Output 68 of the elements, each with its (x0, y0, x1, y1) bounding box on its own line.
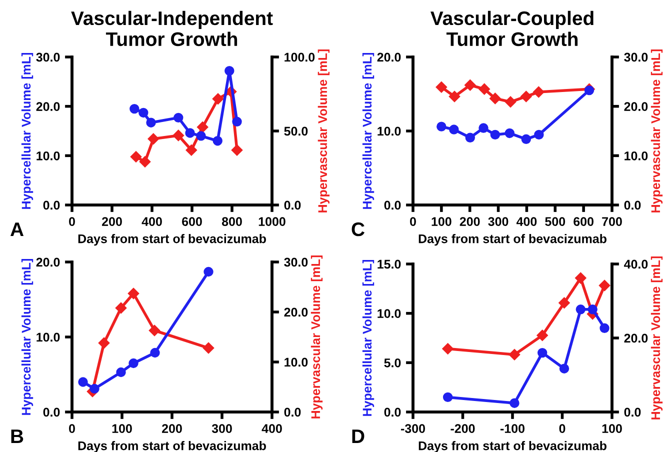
y2-tick-label: 0.0 (624, 408, 641, 417)
x-tick-label: 800 (222, 217, 242, 226)
x-tick-label: 0 (69, 217, 75, 226)
y-tick-label: 0.0 (384, 408, 401, 417)
text: C (352, 222, 365, 236)
y-axis-title: Hypercellular Volume [mL] (21, 52, 34, 209)
y2-tick-label: 30.0 (624, 52, 648, 62)
y-tick-label: 20.0 (36, 102, 60, 111)
y-tick-label: 20.0 (36, 258, 60, 267)
y2-tick-label: 100.0 (284, 52, 315, 62)
y2-tick-label: 20.0 (624, 102, 648, 111)
text: A (10, 222, 24, 236)
y2-axis-title: Hypervascular Volume [mL] (650, 49, 663, 212)
y2-tick-label: 0.0 (284, 200, 301, 210)
y2-tick-label: 10.0 (284, 358, 308, 367)
y2-tick-label: 30.0 (284, 258, 308, 267)
x-tick-label: 0 (410, 217, 416, 226)
y2-axis-title: Hypervascular Volume [mL] (310, 255, 323, 418)
x-tick-label: 400 (516, 217, 537, 226)
x-tick-label: -100 (500, 424, 524, 433)
text: B (11, 430, 24, 443)
x-tick-label: 300 (212, 424, 232, 434)
y-tick-label: 5.0 (384, 358, 401, 368)
y-tick-label: 10.0 (378, 126, 401, 136)
y-tick-label: 10.0 (36, 151, 60, 160)
x-tick-label: 500 (545, 217, 566, 226)
x-tick-label: 600 (182, 217, 202, 226)
x-tick-label: 200 (162, 424, 182, 433)
x-tick-label: 1000 (258, 217, 286, 226)
x-tick-label: -200 (450, 424, 475, 433)
x-tick-label: 100 (432, 217, 452, 226)
x-tick-label: 100 (112, 424, 132, 433)
x-tick-label: 700 (602, 217, 622, 226)
x-tick-label: -300 (400, 424, 425, 434)
x-tick-label: 200 (102, 217, 122, 226)
x-tick-label: 100 (602, 424, 622, 433)
y-axis-title: Hypercellular Volume [mL] (362, 260, 374, 416)
x-axis-title: Days from start of bevacizumab (418, 234, 606, 246)
y-tick-label: 30.0 (36, 52, 60, 62)
y2-tick-label: 0.0 (624, 200, 641, 210)
y-tick-label: 20.0 (377, 52, 401, 62)
x-tick-label: 0 (69, 424, 75, 433)
y2-tick-label: 20.0 (284, 308, 308, 317)
y-axis-title: Hypercellular Volume [mL] (21, 258, 34, 415)
x-axis-title: Days from start of bevacizumab (78, 234, 266, 246)
y2-tick-label: 20.0 (624, 334, 648, 343)
x-tick-label: 300 (488, 217, 508, 226)
x-tick-label: 400 (262, 424, 282, 433)
y2-tick-label: 40.0 (624, 260, 648, 269)
x-tick-label: 600 (574, 217, 594, 226)
text: D (352, 430, 364, 443)
chart-title: Vascular-Coupled Tumor Growth (430, 10, 594, 46)
chart-title: Vascular-Independent Tumor Growth (71, 10, 273, 46)
y-tick-label: 10.0 (378, 309, 401, 318)
y2-axis-title: Hypervascular Volume [mL] (650, 256, 663, 420)
x-tick-label: 200 (460, 217, 480, 226)
y2-tick-label: 10.0 (624, 151, 648, 160)
y-tick-label: 10.0 (36, 332, 60, 342)
x-tick-label: 0 (559, 424, 566, 433)
y2-axis-title: Hypervascular Volume [mL] (318, 49, 330, 212)
y-tick-label: 15.0 (378, 260, 401, 269)
y2-tick-label: 0.0 (284, 408, 301, 417)
y-tick-label: 0.0 (43, 200, 60, 210)
x-tick-label: 400 (142, 217, 162, 226)
y-tick-label: 0.0 (43, 408, 60, 417)
y-tick-label: 0.0 (384, 200, 401, 210)
y-axis-title: Hypercellular Volume [mL] (362, 52, 374, 209)
y2-tick-label: 50.0 (284, 126, 308, 136)
